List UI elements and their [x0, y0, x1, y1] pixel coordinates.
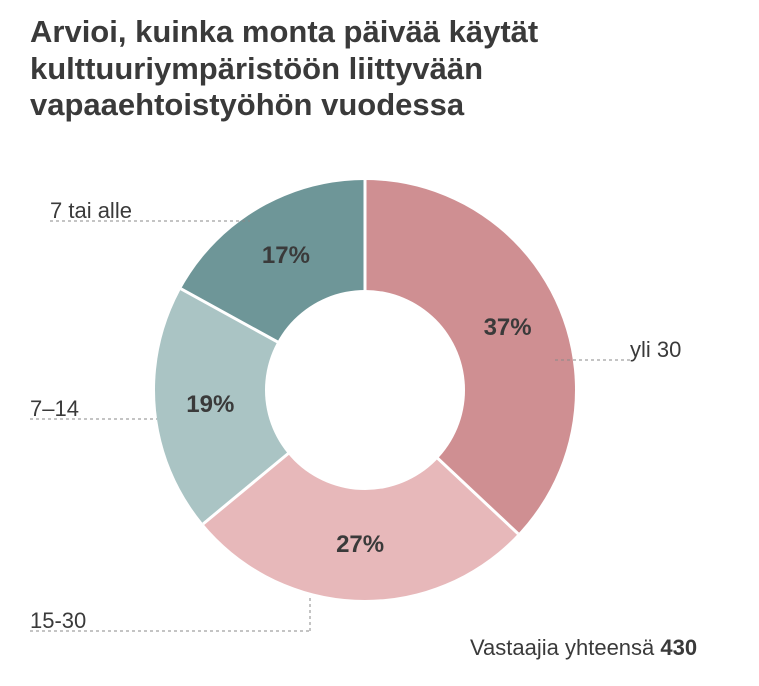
footer-respondents: Vastaajia yhteensä 430	[470, 635, 697, 661]
footer-prefix: Vastaajia yhteensä	[470, 635, 660, 660]
slice-ext-label: 15-30	[30, 608, 86, 634]
donut-chart: 37%27%19%17%	[155, 180, 575, 600]
slice-ext-label: 7 tai alle	[50, 198, 132, 224]
slice-separators	[155, 180, 575, 600]
slice-ext-label: yli 30	[630, 337, 681, 363]
slice-ext-label: 7–14	[30, 396, 79, 422]
chart-title: Arvioi, kuinka monta päivää käytät kultt…	[30, 14, 759, 124]
footer-value: 430	[660, 635, 697, 660]
chart-container: Arvioi, kuinka monta päivää käytät kultt…	[0, 0, 759, 686]
